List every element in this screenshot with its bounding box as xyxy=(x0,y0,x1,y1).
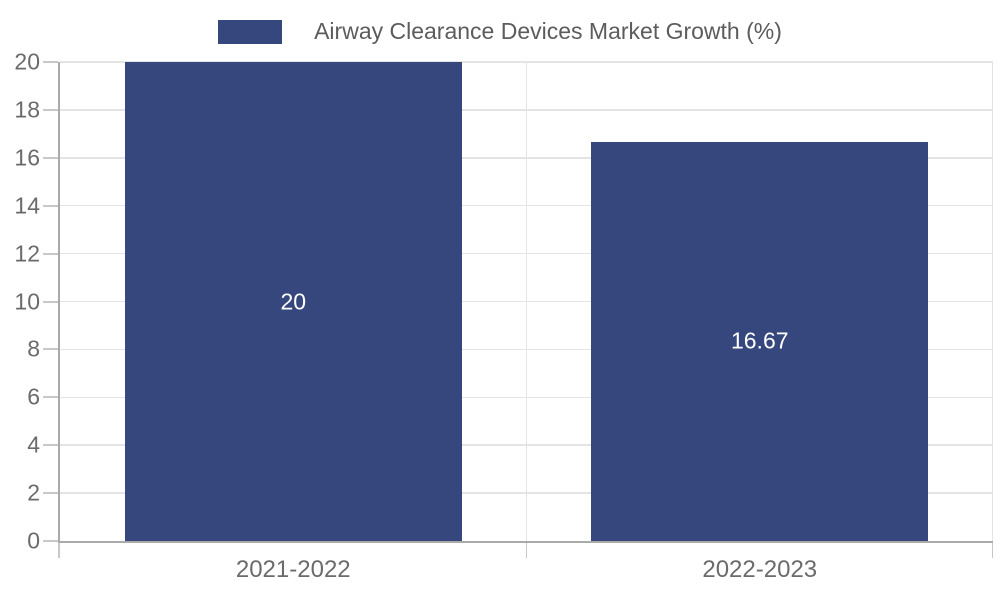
y-tick xyxy=(43,156,58,159)
bar-value-label: 16.67 xyxy=(730,327,789,354)
y-tick xyxy=(43,396,58,399)
y-tick-label: 0 xyxy=(27,527,40,554)
y-axis-line xyxy=(58,62,60,541)
y-tick-label: 6 xyxy=(27,383,40,410)
x-tick-label: 2021-2022 xyxy=(235,556,351,583)
y-tick-label: 18 xyxy=(14,96,40,123)
y-tick-label: 12 xyxy=(14,240,40,267)
y-tick-label: 8 xyxy=(27,335,40,362)
plot-area: 20 16.67 xyxy=(60,61,993,541)
y-tick xyxy=(43,204,58,207)
y-tick-label: 2 xyxy=(27,479,40,506)
x-tick xyxy=(991,543,993,558)
y-tick-label: 4 xyxy=(27,431,40,458)
bar-value-label: 20 xyxy=(280,288,307,314)
legend-label: Airway Clearance Devices Market Growth (… xyxy=(314,18,782,45)
y-tick xyxy=(43,108,58,111)
y-tick-label: 16 xyxy=(14,144,40,171)
y-tick xyxy=(43,61,58,63)
legend-swatch xyxy=(218,20,283,44)
y-tick-label: 14 xyxy=(14,192,40,219)
x-tick xyxy=(58,543,60,558)
y-tick xyxy=(43,252,58,255)
y-tick-label: 20 xyxy=(14,48,40,75)
y-tick xyxy=(43,492,58,495)
bar xyxy=(591,141,929,541)
x-gridline xyxy=(525,62,528,541)
x-tick-label: 2022-2023 xyxy=(702,556,818,583)
x-axis-line xyxy=(58,541,993,543)
x-tick xyxy=(525,543,528,558)
x-gridline xyxy=(991,62,993,541)
legend[interactable]: Airway Clearance Devices Market Growth (… xyxy=(0,18,1000,46)
y-tick-label: 10 xyxy=(14,288,40,314)
y-tick xyxy=(43,540,58,542)
y-tick xyxy=(43,348,58,351)
y-tick xyxy=(43,444,58,447)
y-tick xyxy=(43,300,58,303)
bar xyxy=(124,62,462,541)
